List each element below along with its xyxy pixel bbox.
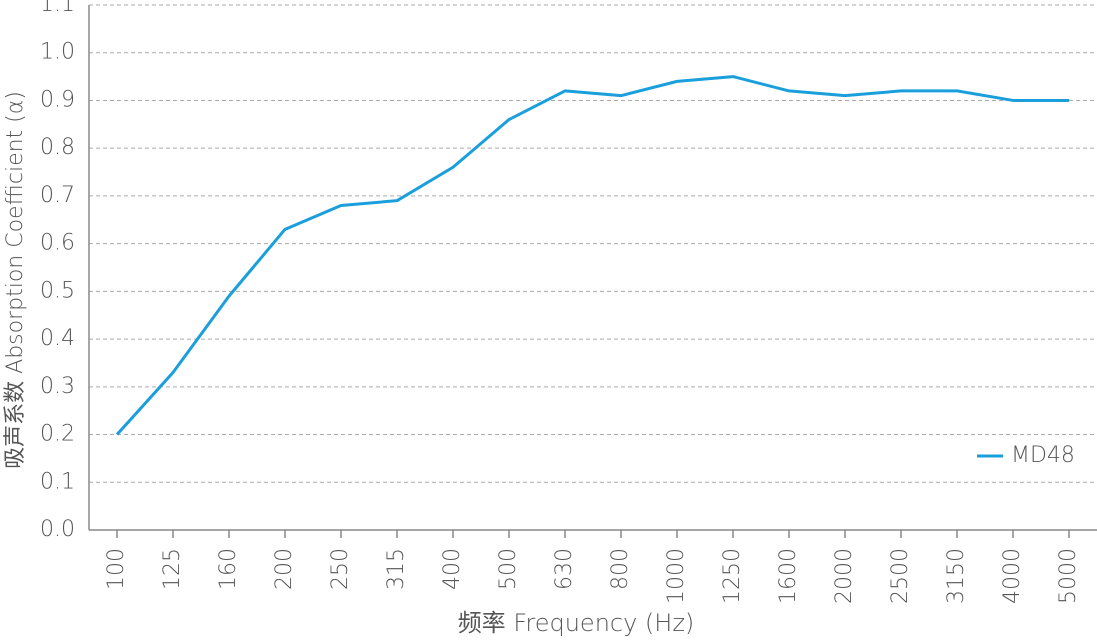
x-tick-label: 800	[608, 548, 633, 590]
y-tick-label: 0.6	[40, 231, 75, 256]
x-tick-label: 160	[216, 548, 241, 590]
x-tick-label: 500	[496, 548, 521, 590]
y-axis-label: 吸声系数 Absorption Coefficient (α)	[3, 91, 28, 469]
x-tick-label: 1250	[720, 548, 745, 604]
y-tick-label: 0.8	[40, 135, 75, 160]
x-tick-label: 200	[272, 548, 297, 590]
x-tick-label: 125	[160, 548, 185, 590]
x-tick-label: 250	[328, 548, 353, 590]
line-series	[115, 75, 1069, 436]
y-tick-label: 0.0	[40, 517, 75, 542]
x-tick-label: 3150	[944, 548, 969, 604]
x-tick-label: 400	[440, 548, 465, 590]
x-tick-label: 630	[552, 548, 577, 590]
x-tick-label: 2500	[888, 548, 913, 604]
x-tick-label: 4000	[1000, 548, 1025, 604]
x-tick-label: 1000	[664, 548, 689, 604]
x-tick-label: 100	[104, 548, 129, 590]
x-tick-label: 315	[384, 548, 409, 590]
x-tick-label: 5000	[1056, 548, 1081, 604]
legend-label: MD48	[1011, 443, 1075, 468]
x-tick-label: 2000	[832, 548, 857, 604]
x-axis-label: 频率 Frequency (Hz)	[458, 609, 695, 637]
y-tick-label: 0.3	[40, 374, 75, 399]
y-tick-label: 0.2	[40, 422, 75, 447]
y-tick-label: 1.1	[40, 0, 75, 17]
y-tick-label: 0.4	[40, 326, 75, 351]
y-tick-label: 1.0	[40, 40, 75, 65]
y-tick-label: 0.5	[40, 278, 75, 303]
y-tick-label: 0.1	[40, 469, 75, 494]
x-tick-label: 1600	[776, 548, 801, 604]
y-tick-label: 0.9	[40, 87, 75, 112]
y-tick-label: 0.7	[40, 183, 75, 208]
